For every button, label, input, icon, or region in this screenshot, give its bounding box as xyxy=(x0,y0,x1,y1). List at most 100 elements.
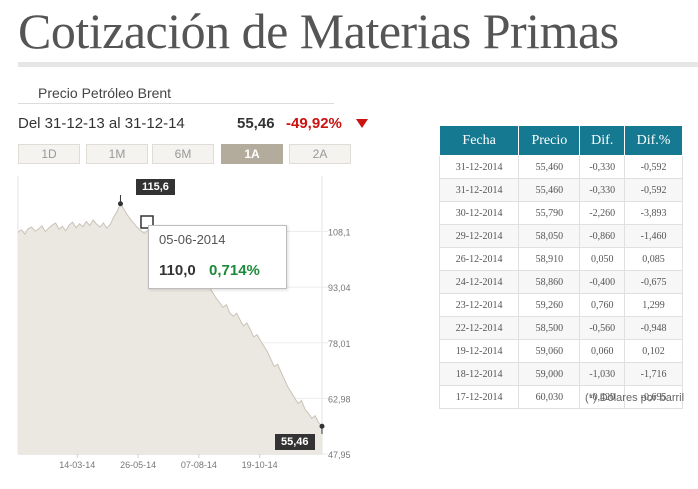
max-point xyxy=(117,201,123,207)
cell-diff: -0,330 xyxy=(579,155,626,179)
cell-price: 58,050 xyxy=(518,224,581,248)
x-axis: 14-03-14 26-05-14 07-08-14 19-10-14 xyxy=(59,454,278,470)
cell-date: 19-12-2014 xyxy=(438,339,520,363)
cell-diff: 0,760 xyxy=(579,293,626,317)
title-divider xyxy=(18,62,698,67)
cell-diff: -0,400 xyxy=(579,270,626,294)
cell-date: 22-12-2014 xyxy=(438,316,520,340)
column-header-dif: Dif. xyxy=(579,125,626,156)
cell-date: 29-12-2014 xyxy=(438,224,520,248)
y-axis: 108,1 93,04 78,01 62,98 47,95 xyxy=(328,227,351,460)
period-change: -49,92% xyxy=(286,115,342,132)
price-chart-svg: 108,1 93,04 78,01 62,98 47,95 14-03-14 26-05-… xyxy=(17,176,351,470)
table-row: 31-12-2014 55,460 -0,330 -0,592 xyxy=(438,155,683,179)
tooltip-change: 0,714% xyxy=(209,262,260,279)
cell-price: 58,910 xyxy=(518,247,581,271)
cell-diff-pct: -3,893 xyxy=(624,201,683,225)
table-row: 19-12-2014 59,060 0,060 0,102 xyxy=(438,339,683,363)
tooltip-date: 05-06-2014 xyxy=(159,232,226,247)
last-price: 55,46 xyxy=(237,115,275,132)
cell-diff: 0,060 xyxy=(579,339,626,363)
table-row: 29-12-2014 58,050 -0,860 -1,460 xyxy=(438,224,683,248)
range-tab-6m[interactable]: 6M xyxy=(152,144,214,164)
cell-date: 26-12-2014 xyxy=(438,247,520,271)
tooltip-value: 110,0 xyxy=(159,262,196,279)
price-area xyxy=(18,203,322,454)
hover-marker xyxy=(140,215,154,229)
page-title: Cotización de Materias Primas xyxy=(18,3,619,59)
column-header-dif-pct: Dif.% xyxy=(624,125,683,156)
range-tab-1m[interactable]: 1M xyxy=(86,144,148,164)
cell-diff: 0,050 xyxy=(579,247,626,271)
cell-price: 60,030 xyxy=(518,385,581,409)
cell-diff-pct: 1,299 xyxy=(624,293,683,317)
y-tick-label: 62,98 xyxy=(328,394,351,404)
table-header-row: Fecha Precio Dif. Dif.% xyxy=(438,125,683,156)
price-chart[interactable]: 108,1 93,04 78,01 62,98 47,95 14-03-14 26-05-… xyxy=(0,170,360,480)
cell-date: 31-12-2014 xyxy=(438,155,520,179)
cell-diff-pct: -0,592 xyxy=(624,155,683,179)
cell-date: 24-12-2014 xyxy=(438,270,520,294)
cell-diff-pct: -0,948 xyxy=(624,316,683,340)
range-tab-1d[interactable]: 1D xyxy=(18,144,80,164)
units-footnote: (*) Dólares por barril xyxy=(585,392,685,404)
y-tick-label: 47,95 xyxy=(328,450,351,460)
max-price-flag: 115,6 xyxy=(136,179,175,195)
cell-diff: -1,030 xyxy=(579,362,626,386)
x-tick-label: 14-03-14 xyxy=(59,460,95,470)
chart-subheader: Precio Petróleo Brent xyxy=(18,84,334,104)
cell-diff-pct: 0,085 xyxy=(624,247,683,271)
cell-date: 18-12-2014 xyxy=(438,362,520,386)
price-history-table: Fecha Precio Dif. Dif.% 31-12-2014 55,46… xyxy=(438,125,683,409)
x-tick-label: 07-08-14 xyxy=(181,460,217,470)
table-row: 24-12-2014 58,860 -0,400 -0,675 xyxy=(438,270,683,294)
cell-price: 55,790 xyxy=(518,201,581,225)
range-tab-1a[interactable]: 1A xyxy=(221,144,283,164)
cell-diff-pct: -0,675 xyxy=(624,270,683,294)
cell-date: 23-12-2014 xyxy=(438,293,520,317)
commodity-label: Precio Petróleo Brent xyxy=(38,85,172,101)
x-tick-label: 19-10-14 xyxy=(242,460,278,470)
cell-diff: -0,560 xyxy=(579,316,626,340)
x-tick-label: 26-05-14 xyxy=(120,460,156,470)
table-row: 17-12-2014 60,030 -0,420 -0,695 xyxy=(438,385,683,409)
cell-price: 59,000 xyxy=(518,362,581,386)
cell-diff-pct: 0,102 xyxy=(624,339,683,363)
cell-diff-pct: -1,716 xyxy=(624,362,683,386)
chart-markers xyxy=(117,195,325,434)
cell-diff: -0,420 xyxy=(579,385,626,409)
y-tick-label: 93,04 xyxy=(328,283,351,293)
cell-price: 59,260 xyxy=(518,293,581,317)
cell-price: 55,460 xyxy=(518,155,581,179)
table-row: 30-12-2014 55,790 -2,260 -3,893 xyxy=(438,201,683,225)
table-row: 23-12-2014 59,260 0,760 1,299 xyxy=(438,293,683,317)
cell-date: 17-12-2014 xyxy=(438,385,520,409)
cell-diff-pct: -0,592 xyxy=(624,178,683,202)
table-row: 26-12-2014 58,910 0,050 0,085 xyxy=(438,247,683,271)
cell-diff: -0,330 xyxy=(579,178,626,202)
period-range: Del 31-12-13 al 31-12-14 xyxy=(18,115,185,132)
table-row: 22-12-2014 58,500 -0,560 -0,948 xyxy=(438,316,683,340)
column-header-precio: Precio xyxy=(518,125,581,156)
down-arrow-icon xyxy=(356,119,368,128)
table-row: 18-12-2014 59,000 -1,030 -1,716 xyxy=(438,362,683,386)
cell-date: 31-12-2014 xyxy=(438,178,520,202)
last-point xyxy=(319,423,325,429)
cell-diff-pct: -0,695 xyxy=(624,385,683,409)
range-tab-2a[interactable]: 2A xyxy=(289,144,351,164)
cell-price: 58,500 xyxy=(518,316,581,340)
y-tick-label: 78,01 xyxy=(328,339,351,349)
last-price-flag: 55,46 xyxy=(275,434,315,450)
period-summary: Del 31-12-13 al 31-12-14 55,46 -49,92% xyxy=(18,115,378,135)
column-header-fecha: Fecha xyxy=(438,125,520,156)
cell-date: 30-12-2014 xyxy=(438,201,520,225)
cell-diff-pct: -1,460 xyxy=(624,224,683,248)
cell-price: 55,460 xyxy=(518,178,581,202)
cell-diff: -2,260 xyxy=(579,201,626,225)
cell-diff: -0,860 xyxy=(579,224,626,248)
cell-price: 58,860 xyxy=(518,270,581,294)
chart-tooltip: 05-06-2014 110,0 0,714% xyxy=(148,225,287,289)
y-tick-label: 108,1 xyxy=(328,227,351,237)
cell-price: 59,060 xyxy=(518,339,581,363)
table-row: 31-12-2014 55,460 -0,330 -0,592 xyxy=(438,178,683,202)
